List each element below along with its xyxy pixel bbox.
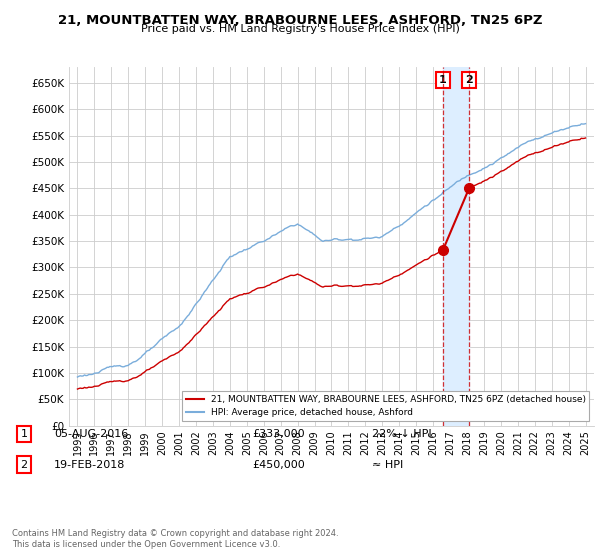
Text: ≈ HPI: ≈ HPI bbox=[372, 460, 403, 470]
Text: 19-FEB-2018: 19-FEB-2018 bbox=[54, 460, 125, 470]
Text: Price paid vs. HM Land Registry's House Price Index (HPI): Price paid vs. HM Land Registry's House … bbox=[140, 24, 460, 34]
Text: 05-AUG-2016: 05-AUG-2016 bbox=[54, 429, 128, 439]
Text: £450,000: £450,000 bbox=[252, 460, 305, 470]
Text: 2: 2 bbox=[20, 460, 28, 470]
Text: Contains HM Land Registry data © Crown copyright and database right 2024.
This d: Contains HM Land Registry data © Crown c… bbox=[12, 529, 338, 549]
Text: 2: 2 bbox=[465, 74, 473, 85]
Text: 22% ↓ HPI: 22% ↓ HPI bbox=[372, 429, 431, 439]
Bar bbox=[443, 67, 469, 426]
Legend: 21, MOUNTBATTEN WAY, BRABOURNE LEES, ASHFORD, TN25 6PZ (detached house), HPI: Av: 21, MOUNTBATTEN WAY, BRABOURNE LEES, ASH… bbox=[182, 391, 589, 421]
Text: 1: 1 bbox=[439, 74, 447, 85]
Text: 1: 1 bbox=[20, 429, 28, 439]
Text: £333,000: £333,000 bbox=[252, 429, 305, 439]
Text: 21, MOUNTBATTEN WAY, BRABOURNE LEES, ASHFORD, TN25 6PZ: 21, MOUNTBATTEN WAY, BRABOURNE LEES, ASH… bbox=[58, 14, 542, 27]
